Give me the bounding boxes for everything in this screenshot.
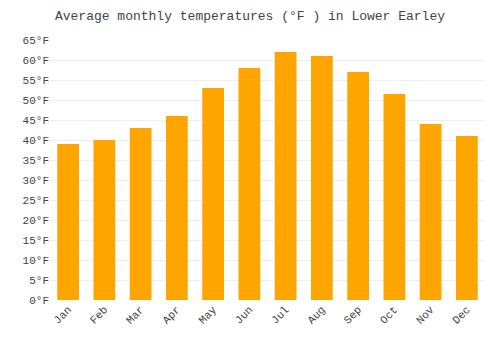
svg-text:Oct: Oct (378, 304, 400, 326)
svg-text:20°F: 20°F (23, 215, 49, 227)
svg-text:0°F: 0°F (29, 295, 49, 307)
svg-text:Average monthly temperatures (: Average monthly temperatures (°F ) in Lo… (55, 9, 445, 24)
svg-text:60°F: 60°F (23, 55, 49, 67)
svg-text:Jul: Jul (269, 304, 291, 326)
svg-text:45°F: 45°F (23, 115, 49, 127)
svg-text:30°F: 30°F (23, 175, 49, 187)
svg-text:Feb: Feb (88, 304, 110, 326)
svg-text:Apr: Apr (160, 304, 182, 326)
svg-text:Jun: Jun (233, 304, 255, 326)
svg-text:40°F: 40°F (23, 135, 49, 147)
svg-text:15°F: 15°F (23, 235, 49, 247)
svg-text:May: May (197, 304, 220, 327)
svg-text:10°F: 10°F (23, 255, 49, 267)
svg-text:Dec: Dec (450, 304, 472, 326)
svg-text:Jan: Jan (52, 304, 74, 326)
svg-text:Mar: Mar (124, 304, 146, 326)
svg-text:Aug: Aug (305, 304, 327, 326)
svg-text:50°F: 50°F (23, 95, 49, 107)
svg-text:35°F: 35°F (23, 155, 49, 167)
svg-text:55°F: 55°F (23, 75, 49, 87)
svg-text:5°F: 5°F (29, 275, 49, 287)
svg-text:Sep: Sep (342, 304, 364, 326)
svg-text:25°F: 25°F (23, 195, 49, 207)
svg-text:65°F: 65°F (23, 35, 49, 47)
svg-text:Nov: Nov (414, 304, 437, 327)
